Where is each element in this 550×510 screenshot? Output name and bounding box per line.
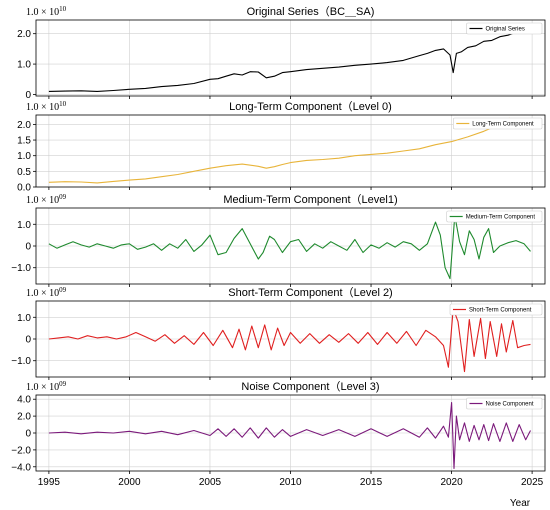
panel-2: −1.0 0 1.0 Medium-Term Component（Level1) 1.0…: [11, 193, 546, 287]
series-line: [48, 117, 510, 184]
y-multiplier: 1.0 × 1010: [26, 100, 67, 113]
legend-box: [452, 117, 543, 130]
series-line: [48, 30, 525, 92]
legend-box: [466, 397, 543, 410]
legend-box: [466, 22, 543, 35]
legend-box: [449, 303, 543, 316]
x-axis-label: Year: [510, 498, 531, 509]
y-tick-label: −2.0: [11, 445, 31, 456]
y-tick-label: −4.0: [11, 462, 31, 473]
legend-box: [446, 210, 543, 223]
y-tick-label: 0: [25, 90, 31, 101]
series-line: [48, 308, 531, 373]
y-multiplier: 1.0 × 1010: [26, 5, 67, 18]
y-tick-label: 1.0: [17, 151, 31, 162]
legend-label: Original Series: [486, 27, 525, 33]
x-tick-label: 2000: [118, 477, 141, 488]
y-tick-label: −1.0: [11, 263, 31, 274]
y-tick-label: 2.0: [17, 120, 31, 131]
y-tick-label: 2.0: [17, 29, 31, 40]
series-line: [48, 402, 531, 470]
x-tick-label: 2015: [360, 477, 383, 488]
y-tick-label: 2.0: [17, 412, 31, 423]
y-multiplier: 1.0 × 1009: [26, 380, 67, 393]
legend-label: Medium-Term Component: [466, 215, 536, 221]
x-tick-label: 2025: [521, 477, 544, 488]
y-tick-label: 1.5: [17, 136, 31, 147]
y-tick-label: 0.5: [17, 167, 31, 178]
y-multiplier: 1.0 × 1009: [26, 193, 67, 206]
y-tick-label: 0: [25, 335, 31, 346]
legend-label: Noise Component: [486, 402, 534, 408]
y-tick-label: 1.0: [17, 220, 31, 231]
panel-title: Original Series（BC＿SA): [247, 5, 375, 18]
panel-title: Medium-Term Component（Level1): [223, 193, 397, 206]
panel-title: Short-Term Component（Level 2): [228, 286, 392, 299]
panel-title: Long-Term Component（Level 0): [229, 100, 392, 113]
y-multiplier: 1.0 × 1009: [26, 286, 67, 299]
series-line: [48, 215, 531, 280]
panel-0: 0 1.0 2.0 Original Series（BC＿SA) 1.0 × 1010 O…: [17, 5, 546, 101]
y-tick-label: 1.0: [17, 313, 31, 324]
y-tick-label: −1.0: [11, 356, 31, 367]
legend-label: Short-Term Component: [469, 308, 532, 314]
y-tick-label: 0: [25, 242, 31, 253]
x-tick-label: 2010: [279, 477, 302, 488]
legend-label: Long-Term Component: [472, 122, 534, 128]
x-tick-label: 2020: [440, 477, 463, 488]
y-tick-label: 0.0: [17, 183, 31, 194]
y-tick-label: 0: [25, 429, 31, 440]
x-tick-label: 1995: [38, 477, 61, 488]
x-tick-label: 2005: [199, 477, 222, 488]
panel-title: Noise Component（Level 3): [241, 380, 379, 393]
y-tick-label: 1.0: [17, 60, 31, 71]
panel-1: 0.0 0.5 1.0 1.5 2.0 Long-Term Component（Level…: [17, 100, 546, 194]
panel-3: −1.0 0 1.0 Short-Term Component（Level 2) 1.0…: [11, 286, 546, 380]
y-tick-label: 4.0: [17, 395, 31, 406]
panel-4: −4.0 −2.0 0 2.0 4.0 Noise Component（Level 3) 1…: [11, 380, 546, 488]
